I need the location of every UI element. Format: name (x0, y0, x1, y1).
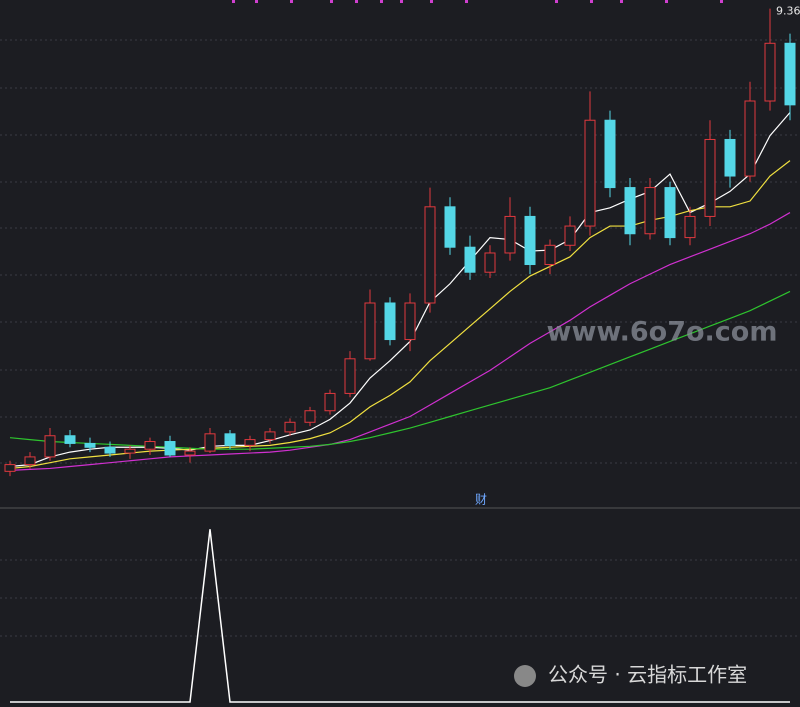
top-dots (232, 0, 723, 3)
candle-body (84, 442, 96, 448)
candle-body (404, 302, 416, 341)
candle-body (524, 215, 536, 266)
ma-line (9, 160, 791, 470)
ma-line (9, 290, 791, 450)
candle-body (584, 119, 596, 227)
candle-body (484, 252, 496, 273)
candle-body (324, 392, 336, 412)
high-label: 9.36 (776, 5, 800, 18)
candle-body (684, 215, 696, 239)
candle-body (464, 246, 476, 273)
caption: 公众号 · 云指标工作室 (548, 663, 747, 687)
candle-body (264, 431, 276, 441)
candle-body (44, 435, 56, 458)
candle-body (744, 100, 756, 177)
candle-body (644, 187, 656, 235)
candle-body (344, 358, 356, 394)
candle-body (364, 302, 376, 360)
candle-body (444, 206, 456, 248)
candle-body (184, 450, 196, 456)
candle-body (284, 421, 296, 433)
candle-body (384, 302, 396, 341)
ma-line (9, 112, 791, 468)
candle-body (604, 119, 616, 189)
wechat-icon (514, 665, 536, 687)
candle-body (424, 206, 436, 304)
candle-body (164, 441, 176, 456)
indicator-line (10, 529, 790, 703)
candle-body (704, 138, 716, 217)
candle-body (544, 244, 556, 266)
candle-body (64, 435, 76, 444)
candle-body (664, 187, 676, 239)
candle-body (204, 433, 216, 452)
candle-body (624, 187, 636, 235)
marker-label: 财 (475, 493, 487, 507)
candle-body (564, 225, 576, 246)
candle-body (224, 433, 236, 446)
watermark: www.6o7o.com (547, 317, 778, 348)
candle-body (764, 42, 776, 102)
candle-body (504, 215, 516, 254)
candle-body (4, 464, 16, 472)
candle-body (24, 456, 36, 466)
candle-body (104, 446, 116, 454)
candle-body (144, 441, 156, 450)
candle-body (304, 410, 316, 423)
candle-body (244, 439, 256, 446)
candle-body (784, 42, 796, 106)
candle-body (124, 448, 136, 454)
ma-line (9, 212, 791, 471)
candle-body (724, 138, 736, 177)
